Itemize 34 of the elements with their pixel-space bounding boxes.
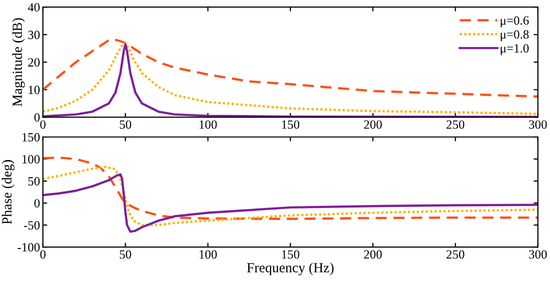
y-tick-label: 10 <box>28 86 40 94</box>
x-tick-label: 50 <box>120 250 132 259</box>
y-tick-label: 0 <box>34 199 40 208</box>
x-tick-label: 150 <box>282 250 300 259</box>
x-tick-label: 200 <box>364 120 382 129</box>
x-tick-label: 200 <box>364 250 382 259</box>
line-series <box>42 156 538 220</box>
legend-label: μ=0.8 <box>500 30 529 42</box>
y-axis-title: Phase (deg) <box>2 160 14 224</box>
x-tick-label: 0 <box>40 250 46 259</box>
x-tick-label: 250 <box>446 120 464 129</box>
x-tick-label: 50 <box>120 120 132 129</box>
y-axis-title: Magnitude (dB) <box>12 18 25 106</box>
y-tick-label: 150 <box>22 133 40 142</box>
y-tick-label: 30 <box>28 30 40 40</box>
x-tick-label: 300 <box>529 250 547 259</box>
y-tick-label: 100 <box>22 155 40 164</box>
y-tick-label: 50 <box>28 177 40 186</box>
y-tick-label: -50 <box>24 221 40 230</box>
x-tick-label: 150 <box>282 120 300 129</box>
line-series <box>42 173 538 233</box>
x-tick-label: 0 <box>40 120 46 129</box>
y-tick-label: 0 <box>34 113 40 122</box>
y-tick-label: 20 <box>28 58 40 67</box>
x-tick-label: 300 <box>529 120 547 129</box>
y-tick-label: 40 <box>28 3 40 12</box>
legend-label: μ=1.0 <box>500 44 529 56</box>
x-tick-label: 100 <box>200 250 217 259</box>
legend-label: μ=0.6 <box>500 16 529 28</box>
y-tick-label: -100 <box>18 243 40 252</box>
x-axis-title: Frequency (Hz) <box>247 262 334 276</box>
line-series <box>42 166 538 226</box>
x-tick-label: 250 <box>446 250 464 259</box>
x-tick-label: 100 <box>200 120 217 129</box>
